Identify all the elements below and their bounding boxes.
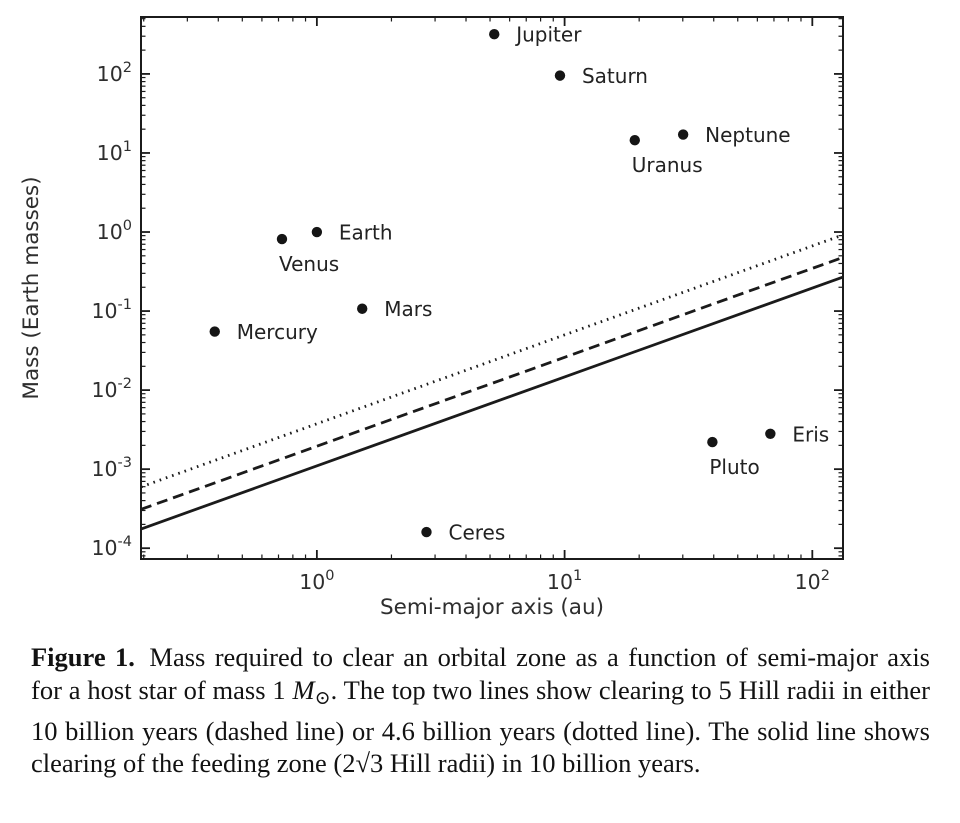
data-point-label-mars: Mars [384, 297, 432, 321]
data-point-label-saturn: Saturn [582, 64, 648, 88]
solar-mass-symbol-m: M [292, 674, 315, 705]
y-axis-label: Mass (Earth masses) [19, 176, 44, 399]
data-point-mercury [209, 326, 220, 337]
y-tick-label-1e-1: 10-1 [91, 297, 132, 323]
x-tick-label-1e0: 100 [299, 568, 334, 594]
data-point-label-venus: Venus [279, 252, 339, 276]
data-point-eris [765, 428, 776, 440]
figure-caption-text-2: . The top two lines show clearing to 5 H… [31, 674, 930, 779]
y-tick-label-1e0: 100 [97, 218, 132, 244]
data-point-label-neptune: Neptune [705, 123, 790, 147]
x-tick-label-1e2: 102 [795, 568, 830, 594]
data-point-mars [357, 303, 368, 314]
figure-caption: Figure 1. Mass required to clear an orbit… [31, 641, 930, 780]
clearing-line-dotted [140, 233, 844, 489]
data-point-label-jupiter: Jupiter [514, 23, 582, 47]
data-point-pluto [707, 436, 718, 448]
data-point-label-pluto: Pluto [709, 455, 759, 479]
figure-caption-label: Figure 1. [31, 642, 135, 672]
clearing-line-solid [140, 275, 844, 531]
data-point-venus [276, 233, 288, 245]
plot-frame [140, 16, 844, 560]
data-point-neptune [677, 129, 689, 140]
data-point-label-eris: Eris [792, 422, 829, 446]
y-tick-label-1e1: 101 [97, 139, 132, 165]
mass-vs-semimajor-axis-chart: 100 101 102 10-4 10-3 10-2 10-1 100 101 102 Mercur… [19, 16, 844, 620]
data-point-uranus [629, 135, 640, 146]
solar-mass-symbol-sun: ⊙ [314, 687, 331, 709]
data-point-label-mercury: Mercury [237, 320, 318, 344]
x-axis-label: Semi-major axis (au) [380, 595, 604, 620]
y-tick-label-1e-4: 10-4 [91, 534, 132, 560]
data-point-label-ceres: Ceres [448, 521, 505, 545]
y-tick-label-1e2: 102 [97, 60, 132, 86]
data-point-label-earth: Earth [339, 221, 393, 245]
y-tick-label-1e-2: 10-2 [91, 376, 132, 402]
data-point-ceres [421, 526, 432, 538]
data-point-label-uranus: Uranus [632, 153, 703, 177]
figure-caption-text-1: Mass required to clear an orbital zone a… [31, 642, 930, 705]
y-tick-label-1e-3: 10-3 [91, 455, 132, 481]
clearing-line-dashed [140, 256, 844, 511]
data-point-jupiter [489, 29, 500, 40]
data-point-earth [311, 226, 323, 238]
data-point-saturn [554, 70, 566, 81]
x-tick-label-1e1: 101 [547, 568, 582, 594]
